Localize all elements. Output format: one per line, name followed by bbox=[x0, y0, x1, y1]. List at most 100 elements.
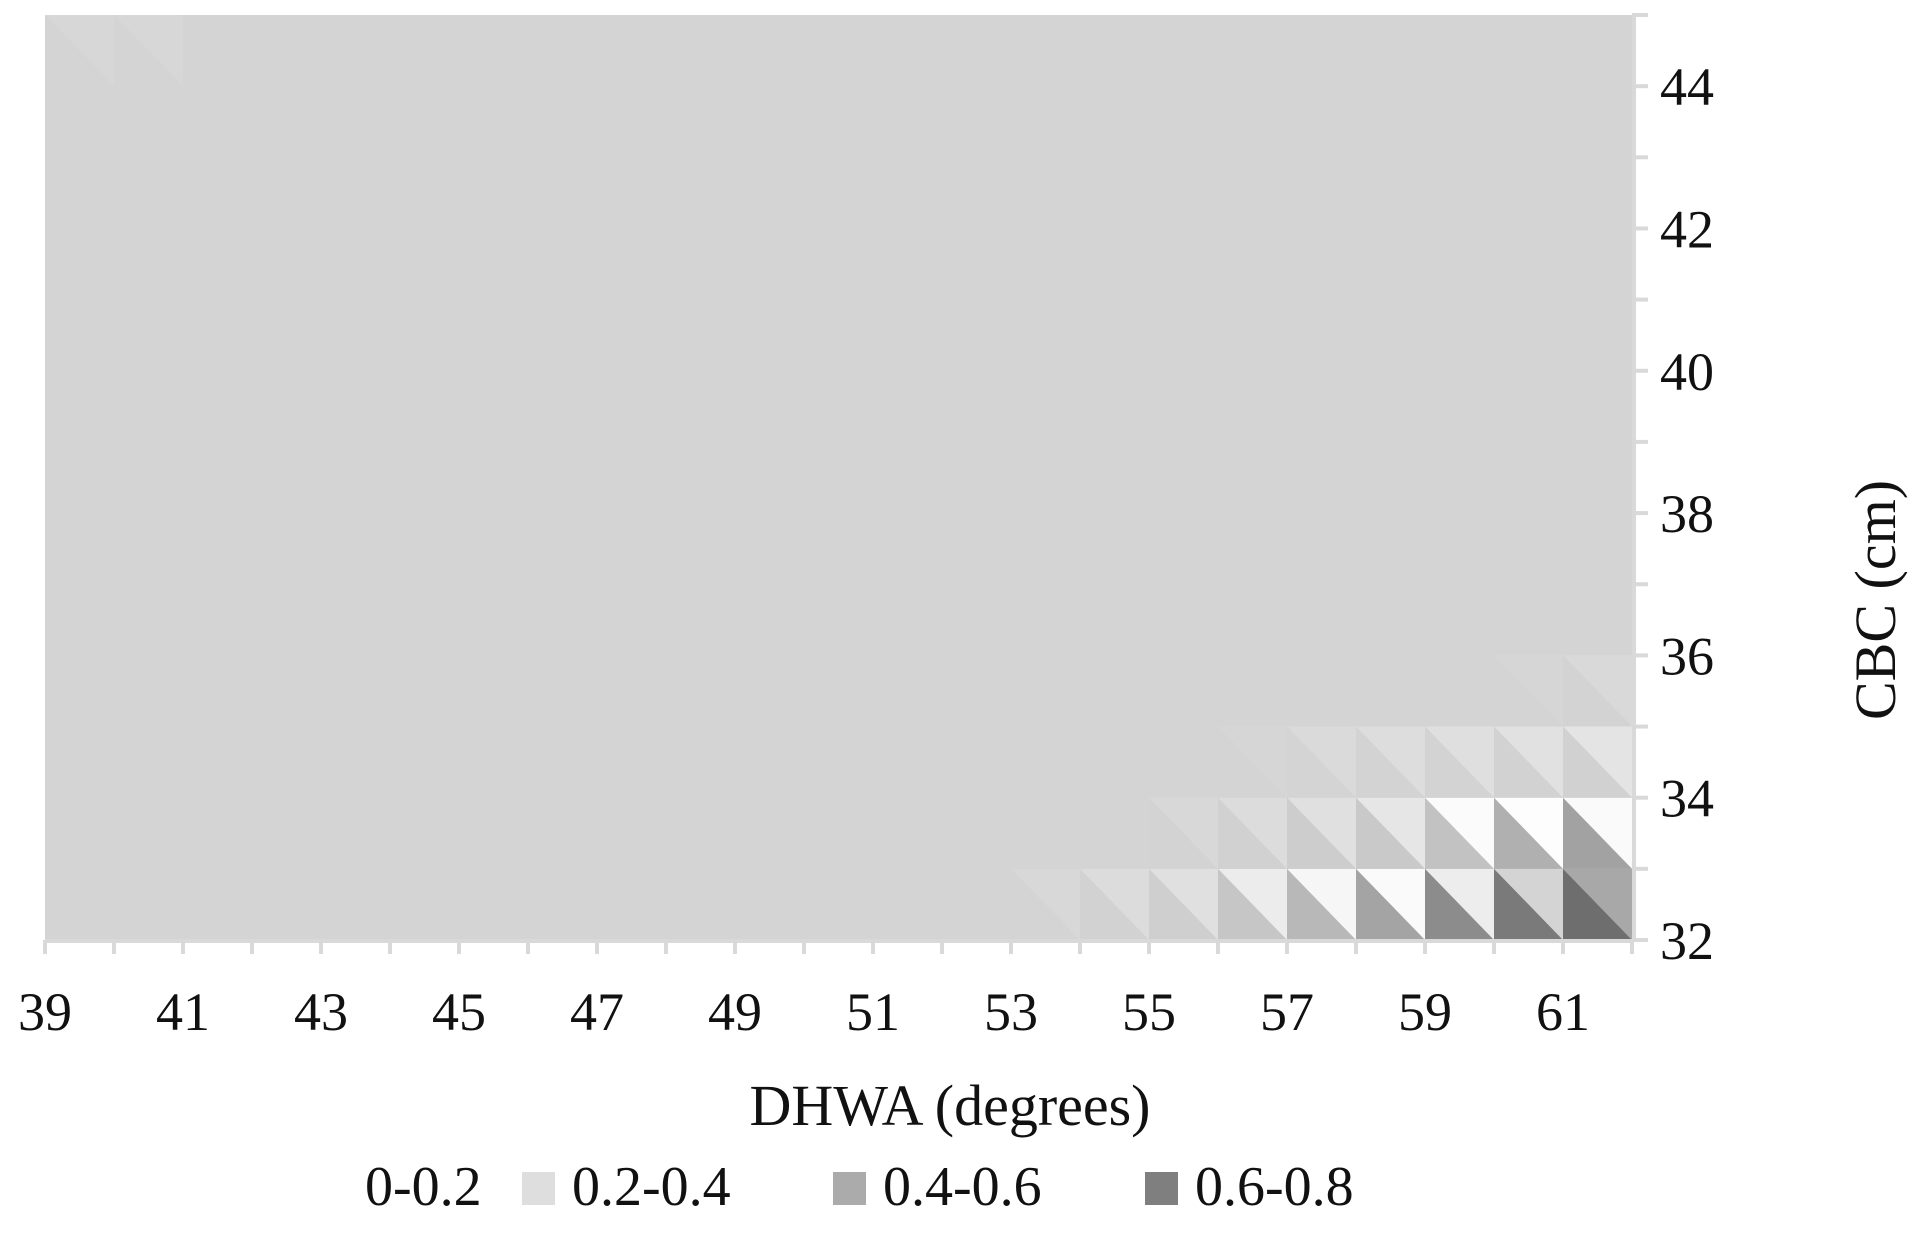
heatmap-cell-lower bbox=[1149, 868, 1218, 940]
heatmap-cell bbox=[1494, 868, 1563, 940]
heatmap-cell bbox=[1494, 726, 1563, 798]
legend: 0-0.2 0.2-0.4 0.4-0.6 0.6-0.8 bbox=[365, 1156, 1354, 1218]
heatmap-cell-upper bbox=[1356, 726, 1425, 798]
heatmap-cell-upper bbox=[1563, 726, 1632, 798]
heatmap-cell-lower bbox=[1563, 868, 1632, 940]
y-axis-title: CBC (cm) bbox=[1843, 480, 1908, 720]
heatmap-cell bbox=[1287, 726, 1356, 798]
legend-label: 0-0.2 bbox=[365, 1156, 482, 1218]
legend-swatch bbox=[833, 1172, 866, 1205]
heatmap-cell-upper bbox=[1563, 868, 1632, 940]
legend-label: 0.2-0.4 bbox=[572, 1156, 731, 1218]
heatmap-cell-lower bbox=[1356, 868, 1425, 940]
legend-swatch bbox=[522, 1172, 555, 1205]
legend-item: 0.2-0.4 bbox=[522, 1156, 731, 1218]
heatmap-cell-upper bbox=[1494, 868, 1563, 940]
heatmap-cell-lower bbox=[1218, 868, 1287, 940]
legend-item: 0-0.2 bbox=[365, 1156, 482, 1218]
y-tick-label: 34 bbox=[1660, 769, 1714, 829]
heatmap-cell-upper bbox=[1287, 726, 1356, 798]
heatmap-cell bbox=[1287, 868, 1356, 940]
heatmap-cell-upper bbox=[1287, 868, 1356, 940]
y-tick-label: 36 bbox=[1660, 626, 1714, 686]
heatmap-cell-lower bbox=[1425, 868, 1494, 940]
heatmap-cell-lower bbox=[1425, 797, 1494, 869]
heatmap-cell-lower bbox=[1287, 868, 1356, 940]
heatmap-cell-lower bbox=[1494, 797, 1563, 869]
heatmap-cell-upper bbox=[1425, 868, 1494, 940]
heatmap-cell-upper bbox=[1011, 868, 1080, 940]
heatmap-cell bbox=[1149, 797, 1218, 869]
heatmap-cell bbox=[1218, 797, 1287, 869]
y-tick-label: 38 bbox=[1660, 484, 1714, 544]
heatmap-cell-lower bbox=[1218, 726, 1287, 798]
x-tick-label: 55 bbox=[1122, 982, 1176, 1042]
heatmap-cell bbox=[1356, 797, 1425, 869]
heatmap-cell bbox=[1425, 868, 1494, 940]
heatmap-cell bbox=[1218, 726, 1287, 798]
heatmap-cell bbox=[1287, 797, 1356, 869]
heatmap-cell bbox=[1563, 655, 1632, 727]
x-tick-label: 57 bbox=[1260, 982, 1314, 1042]
x-tick-label: 49 bbox=[708, 982, 762, 1042]
legend-item: 0.6-0.8 bbox=[1145, 1156, 1354, 1218]
x-axis: 39 41 43 45 47 49 51 53 55 57 59 61 bbox=[18, 939, 1634, 1042]
heatmap-cell bbox=[1218, 868, 1287, 940]
heatmap-cell-upper bbox=[1356, 868, 1425, 940]
legend-label: 0.6-0.8 bbox=[1195, 1156, 1354, 1218]
x-tick-label: 47 bbox=[570, 982, 624, 1042]
x-tick-label: 45 bbox=[432, 982, 486, 1042]
legend-swatch bbox=[1145, 1172, 1178, 1205]
x-tick-label: 61 bbox=[1536, 982, 1590, 1042]
legend-item: 0.4-0.6 bbox=[833, 1156, 1042, 1218]
heatmap-cell bbox=[1563, 868, 1632, 940]
heatmap-cell-lower bbox=[1287, 797, 1356, 869]
heatmap-cell bbox=[45, 15, 114, 87]
heatmap-cell bbox=[1425, 797, 1494, 869]
heatmap-cell-lower bbox=[1563, 655, 1632, 727]
x-tick-label: 39 bbox=[18, 982, 72, 1042]
y-tick-label: 32 bbox=[1660, 911, 1714, 971]
heatmap-cell-lower bbox=[1494, 868, 1563, 940]
heatmap-cell bbox=[1356, 868, 1425, 940]
heatmap-cell bbox=[1149, 868, 1218, 940]
heatmap-cell-lower bbox=[1011, 868, 1080, 940]
x-axis-title: DHWA (degrees) bbox=[749, 1073, 1150, 1138]
x-tick-label: 43 bbox=[294, 982, 348, 1042]
x-tick-label: 59 bbox=[1398, 982, 1452, 1042]
heatmap-cell-lower bbox=[1494, 726, 1563, 798]
heatmap-cell-upper bbox=[1149, 868, 1218, 940]
heatmap-cell-upper bbox=[1218, 726, 1287, 798]
heatmap-cell-lower bbox=[1563, 726, 1632, 798]
heatmap-cell bbox=[1494, 655, 1563, 727]
heatmap-cell bbox=[1080, 868, 1149, 940]
heatmap-cell-lower bbox=[1356, 726, 1425, 798]
heatmap-cell bbox=[1494, 797, 1563, 869]
y-tick-label: 44 bbox=[1660, 57, 1714, 117]
heatmap-cell-lower bbox=[45, 15, 114, 87]
heatmap-cell bbox=[1425, 726, 1494, 798]
heatmap-cell-lower bbox=[1563, 797, 1632, 869]
heatmap-cell-upper bbox=[1425, 726, 1494, 798]
heatmap-cell bbox=[1563, 726, 1632, 798]
heatmap-cell-lower bbox=[114, 15, 183, 87]
heatmap-cell bbox=[114, 15, 183, 87]
heatmap-cell-lower bbox=[1218, 797, 1287, 869]
heatmap-cell-lower bbox=[1425, 726, 1494, 798]
y-tick-label: 40 bbox=[1660, 342, 1714, 402]
heatmap-cell-upper bbox=[1494, 726, 1563, 798]
heatmap-cell-lower bbox=[1080, 868, 1149, 940]
heatmap-cell-lower bbox=[1494, 655, 1563, 727]
x-tick-label: 53 bbox=[984, 982, 1038, 1042]
heatmap-cell-upper bbox=[1218, 868, 1287, 940]
y-tick-label: 42 bbox=[1660, 199, 1714, 259]
heatmap-cell-upper bbox=[1080, 868, 1149, 940]
heatmap-cell-lower bbox=[1287, 726, 1356, 798]
legend-label: 0.4-0.6 bbox=[883, 1156, 1042, 1218]
x-tick-label: 51 bbox=[846, 982, 900, 1042]
x-tick-label: 41 bbox=[156, 982, 210, 1042]
y-axis: 32 34 36 38 40 42 44 bbox=[1632, 13, 1714, 971]
heatmap-cell bbox=[1011, 868, 1080, 940]
plot-area bbox=[45, 15, 1632, 940]
